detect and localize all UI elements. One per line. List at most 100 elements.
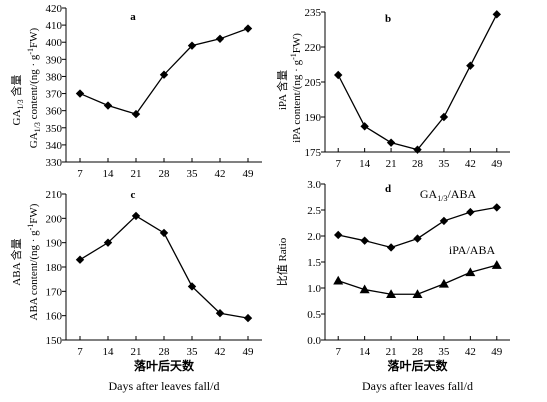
data-point-triangle (333, 275, 344, 285)
x-tick-label: 42 (215, 346, 226, 358)
y-tick-label: 160 (46, 311, 63, 323)
data-point-diamond (466, 61, 475, 70)
data-point-diamond (103, 238, 113, 247)
x-tick-label: 49 (243, 168, 255, 180)
panel-c-ylabel-line1: ABA 含量 (9, 238, 23, 285)
panel-d-ylabel-line2: Ratio (277, 237, 289, 261)
data-point-diamond (187, 282, 197, 291)
x-tick-label: 35 (187, 346, 199, 358)
data-point-diamond (131, 109, 141, 119)
x-axis-title-cn: 落叶后天数 (134, 358, 195, 373)
x-tick-label: 49 (491, 158, 503, 170)
panel-c-ylabel-line2: ABA content/(ng · g-1FW) (26, 203, 40, 320)
data-point-diamond (386, 138, 396, 147)
panel-b-ylabel-line1: iPA 含量 (275, 70, 289, 110)
x-tick-label: 35 (438, 346, 450, 358)
x-axis-title-en: Days after leaves fall/d (109, 379, 220, 393)
data-point-diamond (360, 236, 369, 245)
x-tick-label: 28 (412, 346, 424, 358)
data-point-diamond (413, 234, 422, 243)
x-tick-label: 42 (215, 168, 226, 180)
panel-a-chart: GA1/3 含量 GA1/3 content/(ng · g-1FW) 330 3… (9, 3, 262, 180)
data-point-triangle (491, 260, 502, 269)
series-label-ipa-aba: iPA/ABA (449, 243, 496, 257)
data-point-diamond (75, 89, 85, 98)
y-tick-label: 190 (305, 112, 322, 124)
y-tick-label: 1.5 (307, 257, 321, 269)
panel-label: b (385, 13, 391, 25)
y-tick-label: 180 (46, 262, 63, 274)
y-tick-label: 2.5 (307, 205, 321, 217)
panel-c-chart: ABA 含量 ABA content/(ng · g-1FW) 150 160 17… (9, 189, 262, 393)
panel-label: c (131, 189, 136, 201)
series-line-0 (337, 14, 498, 151)
y-tick-label: 235 (305, 7, 322, 19)
panel-b-chart: iPA 含量 iPA content/(ng · g-1FW) 175 190 20… (275, 7, 510, 170)
x-tick-label: 7 (335, 158, 341, 170)
y-tick-label: 400 (46, 37, 63, 49)
x-tick-label: 35 (438, 158, 450, 170)
x-tick-label: 14 (359, 158, 371, 170)
x-tick-label: 21 (131, 168, 142, 180)
y-tick-label: 380 (46, 71, 63, 83)
y-tick-label: 0.0 (307, 335, 321, 347)
panel-a-ylabel-line1: GA1/3 含量 (9, 75, 25, 126)
data-point-diamond (215, 34, 225, 43)
panel-a-ylabel-line2: GA1/3 content/(ng · g-1FW) (26, 27, 42, 148)
y-tick-label: 220 (305, 42, 322, 54)
data-point-triangle (386, 289, 397, 298)
x-tick-label: 7 (335, 346, 341, 358)
data-point-diamond (75, 255, 85, 264)
y-tick-label: 2.0 (307, 231, 321, 243)
panel-d-ylabel-line1: 比值 Ratio (276, 237, 289, 286)
x-axis-title-cn: 落叶后天数 (387, 358, 448, 373)
x-tick-label: 49 (491, 346, 503, 358)
y-tick-label: 340 (46, 140, 63, 152)
data-point-diamond (439, 112, 449, 122)
y-tick-label: 200 (46, 213, 63, 225)
y-tick-label: 175 (305, 147, 322, 159)
data-point-triangle (359, 284, 370, 294)
x-tick-label: 28 (412, 158, 424, 170)
x-tick-label: 21 (131, 346, 142, 358)
data-point-triangle (438, 278, 449, 288)
y-tick-label: 410 (46, 20, 63, 32)
x-tick-label: 21 (386, 158, 397, 170)
data-point-diamond (243, 24, 253, 33)
x-tick-label: 21 (386, 346, 397, 358)
data-point-diamond (159, 70, 169, 79)
data-point-diamond (413, 145, 422, 154)
data-point-diamond (334, 230, 343, 240)
y-tick-label: 1.0 (307, 283, 321, 295)
panel-label: d (385, 183, 391, 195)
data-point-diamond (243, 313, 253, 323)
y-tick-label: 0.5 (307, 309, 321, 321)
x-tick-label: 14 (103, 346, 115, 358)
data-point-diamond (492, 10, 501, 19)
data-point-diamond (492, 203, 501, 212)
x-tick-label: 7 (77, 346, 83, 358)
y-tick-label: 350 (46, 123, 63, 135)
data-point-diamond (360, 122, 369, 131)
y-tick-label: 190 (46, 238, 63, 250)
y-tick-label: 370 (46, 89, 63, 101)
x-tick-label: 49 (243, 346, 255, 358)
y-tick-label: 3.0 (307, 179, 321, 191)
data-point-diamond (131, 211, 141, 221)
data-point-diamond (159, 228, 169, 238)
data-point-diamond (187, 41, 197, 50)
x-tick-label: 42 (465, 158, 476, 170)
y-tick-label: 210 (46, 189, 63, 201)
x-axis-title-en: Days after leaves fall/d (362, 379, 473, 393)
x-tick-label: 42 (465, 346, 476, 358)
y-tick-label: 390 (46, 54, 63, 66)
data-point-diamond (334, 70, 343, 80)
y-tick-label: 170 (46, 286, 63, 298)
series-label-ga-aba: GA1/3/ABA (420, 187, 477, 203)
panel-d-chart: 比值 Ratio GA1/3/ABA iPA/ABA 0.0 0.5 1.0 1.5 2… (276, 179, 510, 393)
data-point-diamond (466, 207, 475, 217)
x-tick-label: 35 (187, 168, 199, 180)
data-point-diamond (103, 101, 113, 110)
y-tick-label: 330 (46, 157, 63, 169)
